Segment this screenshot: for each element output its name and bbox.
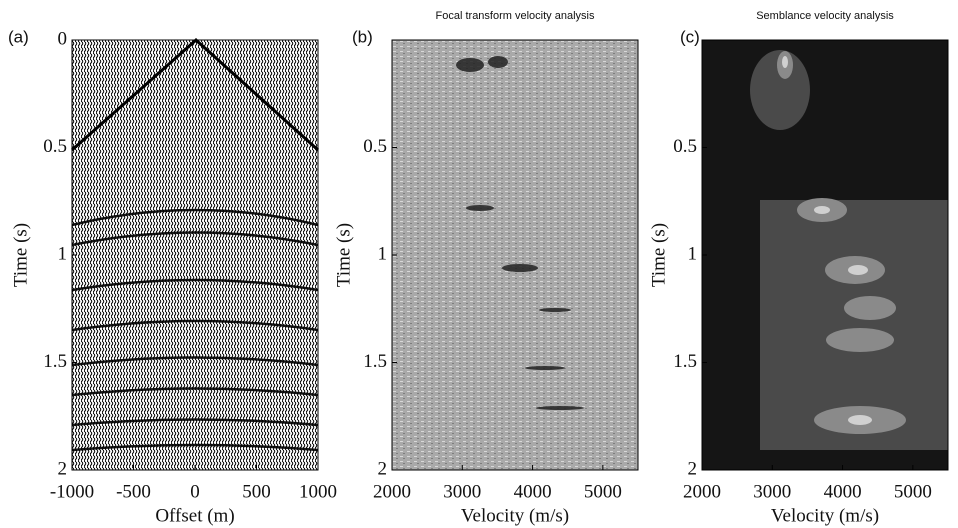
- y-tick-label: 1: [58, 243, 68, 264]
- x-tick-label: 2000: [373, 481, 411, 502]
- x-tick-label: -1000: [50, 481, 94, 502]
- panel-title: Semblance velocity analysis: [756, 10, 894, 22]
- x-tick-label: 0: [190, 481, 200, 502]
- x-tick-label: 1000: [299, 481, 337, 502]
- panel-label: (b): [352, 27, 373, 46]
- panel-label: (a): [8, 27, 29, 46]
- y-axis-label: Time (s): [333, 223, 354, 287]
- y-tick-label: 1.5: [363, 351, 387, 372]
- y-tick-label: 1.5: [43, 351, 67, 372]
- x-tick-label: 3000: [443, 481, 481, 502]
- x-tick-label: 500: [242, 481, 271, 502]
- x-tick-label: 4000: [824, 481, 862, 502]
- seismic-gather: [71, 37, 320, 470]
- semblance-image: [702, 40, 948, 470]
- x-tick-label: 4000: [514, 481, 552, 502]
- panel-label: (c): [680, 27, 700, 46]
- x-tick-label: 3000: [753, 481, 791, 502]
- y-tick-label: 2: [378, 458, 388, 479]
- y-tick-label: 2: [58, 458, 68, 479]
- x-axis-label: Velocity (m/s): [771, 505, 879, 526]
- y-tick-label: 2: [688, 458, 698, 479]
- y-axis-label: Time (s): [648, 223, 669, 287]
- y-tick-label: 0.5: [673, 136, 697, 157]
- y-tick-label: 1.5: [673, 351, 697, 372]
- y-tick-label: 0.5: [43, 136, 67, 157]
- y-tick-label: 0.5: [363, 136, 387, 157]
- x-tick-label: 5000: [584, 481, 622, 502]
- y-tick-label: 0: [58, 28, 68, 49]
- x-tick-label: -500: [116, 481, 151, 502]
- y-tick-label: 1: [378, 243, 388, 264]
- x-tick-label: 5000: [894, 481, 932, 502]
- y-tick-label: 1: [688, 243, 698, 264]
- focal-transform-image: [392, 40, 638, 470]
- y-axis-label: Time (s): [10, 223, 31, 287]
- panel-title: Focal transform velocity analysis: [436, 10, 595, 22]
- x-axis-label: Offset (m): [155, 505, 234, 526]
- x-tick-label: 2000: [683, 481, 721, 502]
- x-axis-label: Velocity (m/s): [461, 505, 569, 526]
